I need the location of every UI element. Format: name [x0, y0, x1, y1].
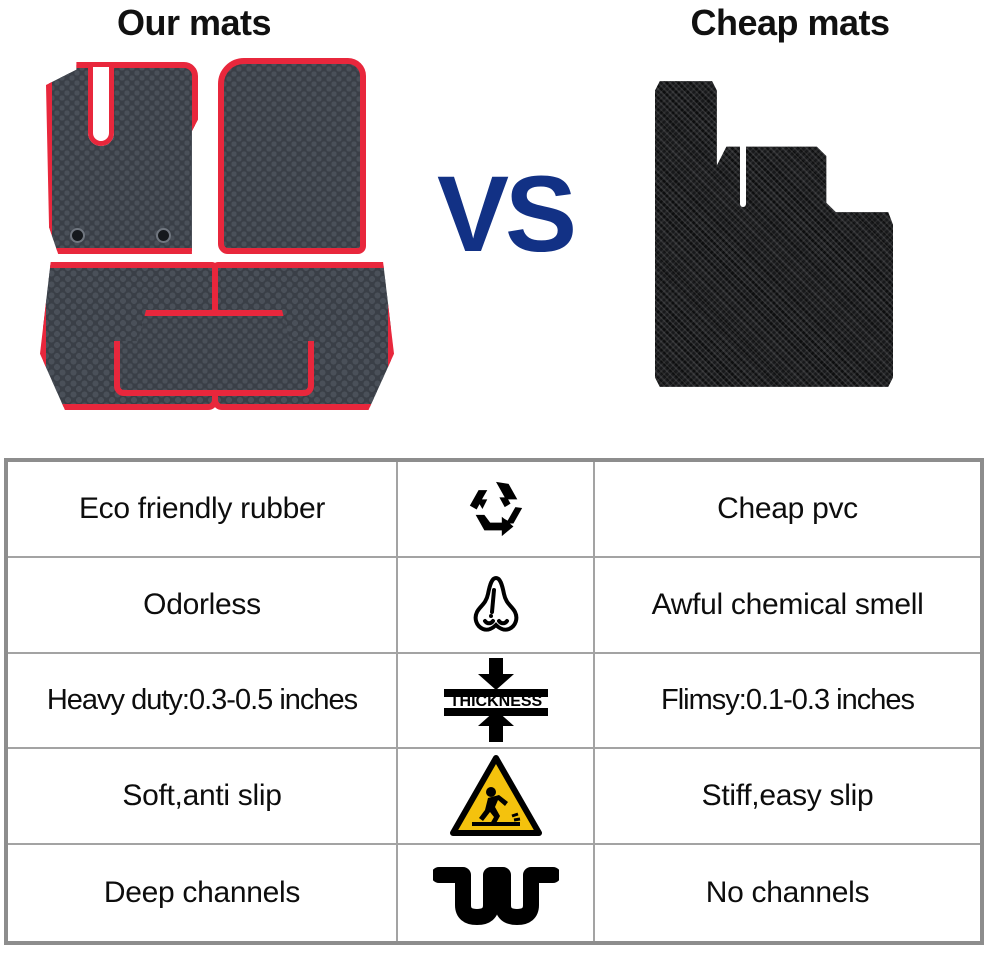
cheap-feature-cell: Cheap pvc	[595, 462, 980, 556]
our-feature-cell: Deep channels	[8, 845, 398, 941]
driver-mat-pedal-notch	[88, 62, 114, 146]
slip-hazard-icon	[449, 754, 542, 838]
our-feature-text: Heavy duty:0.3-0.5 inches	[46, 683, 358, 716]
cheap-feature-cell: No channels	[595, 845, 980, 941]
driver-floor-mat	[46, 62, 198, 254]
table-row: Odorless Awful chemical smell	[8, 557, 980, 654]
comparison-table: Eco friendly rubber Cheap pvc Odorless	[4, 458, 984, 945]
cheap-feature-text: Awful chemical smell	[651, 587, 924, 621]
passenger-floor-mat	[218, 58, 366, 254]
feature-icon-cell	[398, 557, 595, 652]
cheap-feature-text: Cheap pvc	[717, 491, 858, 525]
thickness-icon: THICKNESS	[438, 656, 554, 744]
feature-icon-cell	[398, 749, 595, 844]
feature-icon-cell	[398, 845, 595, 941]
cheap-feature-text: Stiff,easy slip	[701, 779, 874, 813]
cheap-feature-cell: Flimsy:0.1-0.3 inches	[595, 654, 980, 748]
our-feature-cell: Heavy duty:0.3-0.5 inches	[8, 653, 398, 748]
our-feature-text: Eco friendly rubber	[78, 491, 326, 525]
table-row: Eco friendly rubber Cheap pvc	[8, 462, 980, 558]
cheap-feature-cell: Stiff,easy slip	[595, 749, 980, 843]
cheap-feature-text: Flimsy:0.1-0.3 inches	[661, 683, 915, 716]
thickness-icon-label: THICKNESS	[449, 693, 542, 710]
our-feature-text: Odorless	[143, 587, 261, 621]
driver-mat-surface	[46, 62, 198, 254]
rear-center-hump-mat	[114, 310, 314, 396]
our-feature-cell: Odorless	[8, 557, 398, 652]
hero-comparison: Our mats Cheap mats VS	[0, 0, 988, 452]
center-hump-mat-surface	[114, 310, 314, 396]
our-feature-cell: Soft,anti slip	[8, 749, 398, 844]
table-row: Heavy duty:0.3-0.5 inches THICKNESS Flim…	[8, 653, 980, 750]
mat-grommet	[156, 228, 171, 243]
cheap-mats-title: Cheap mats	[690, 2, 890, 43]
channels-icon	[432, 861, 559, 926]
our-feature-text: Soft,anti slip	[122, 779, 282, 813]
feature-icon-cell	[398, 462, 595, 556]
our-feature-cell: Eco friendly rubber	[8, 462, 398, 556]
passenger-mat-surface	[218, 58, 366, 254]
our-mats-title: Our mats	[116, 2, 272, 43]
table-row: Deep channels No channels	[8, 845, 980, 941]
our-feature-text: Deep channels	[103, 876, 301, 910]
cheap-feature-text: No channels	[705, 876, 870, 910]
cheap-feature-cell: Awful chemical smell	[595, 558, 980, 652]
versus-label: VS	[436, 153, 577, 274]
cheap-mat-surface	[655, 81, 893, 387]
recycle-icon	[465, 478, 527, 540]
nose-icon	[466, 572, 526, 638]
table-row: Soft,anti slip Stiff,easy slip	[8, 749, 980, 846]
mat-grommet	[70, 228, 85, 243]
feature-icon-cell: THICKNESS	[398, 653, 595, 748]
cheap-floor-mat	[655, 78, 893, 390]
cheap-mat-slit	[740, 79, 746, 207]
